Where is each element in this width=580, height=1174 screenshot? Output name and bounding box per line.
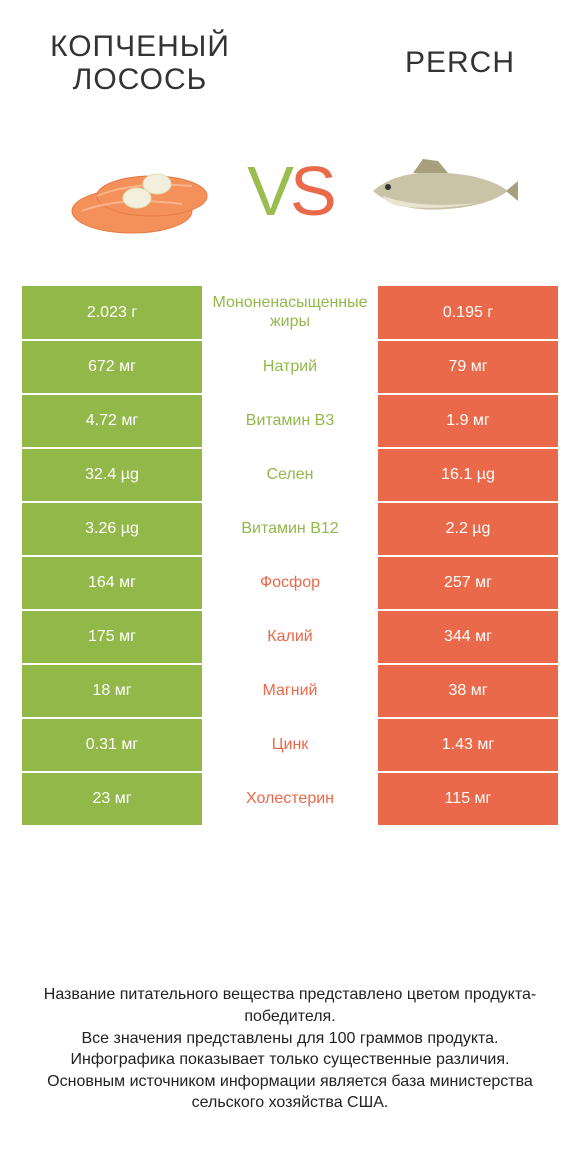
right-value: 344 мг bbox=[378, 610, 558, 664]
table-row: 18 мгМагний38 мг bbox=[22, 664, 558, 718]
header: Копченый лосось Perch bbox=[0, 0, 580, 106]
left-value: 32.4 µg bbox=[22, 448, 202, 502]
left-value: 672 мг bbox=[22, 340, 202, 394]
footer-line: Инфографика показывает только существенн… bbox=[24, 1049, 556, 1071]
right-value: 1.43 мг bbox=[378, 718, 558, 772]
left-value: 18 мг bbox=[22, 664, 202, 718]
right-value: 1.9 мг bbox=[378, 394, 558, 448]
left-value: 175 мг bbox=[22, 610, 202, 664]
left-value: 2.023 г bbox=[22, 286, 202, 340]
left-value: 4.72 мг bbox=[22, 394, 202, 448]
vs-letter-v: V bbox=[247, 152, 290, 230]
right-value: 16.1 µg bbox=[378, 448, 558, 502]
table-row: 0.31 мгЦинк1.43 мг bbox=[22, 718, 558, 772]
nutrition-table: 2.023 гМононенасыщенные жиры0.195 г672 м… bbox=[22, 286, 558, 827]
left-value: 3.26 µg bbox=[22, 502, 202, 556]
nutrient-label: Калий bbox=[202, 610, 378, 664]
perch-image bbox=[358, 136, 518, 246]
nutrient-label: Селен bbox=[202, 448, 378, 502]
left-value: 0.31 мг bbox=[22, 718, 202, 772]
vs-letter-s: S bbox=[290, 152, 333, 230]
nutrient-label: Витамин B3 bbox=[202, 394, 378, 448]
nutrient-label: Цинк bbox=[202, 718, 378, 772]
right-product-title: Perch bbox=[380, 46, 540, 80]
versus-row: VS bbox=[0, 106, 580, 286]
table-row: 2.023 гМононенасыщенные жиры0.195 г bbox=[22, 286, 558, 340]
right-value: 79 мг bbox=[378, 340, 558, 394]
table-row: 672 мгНатрий79 мг bbox=[22, 340, 558, 394]
right-value: 115 мг bbox=[378, 772, 558, 826]
nutrient-label: Витамин B12 bbox=[202, 502, 378, 556]
nutrient-label: Фосфор bbox=[202, 556, 378, 610]
table-row: 4.72 мгВитамин B31.9 мг bbox=[22, 394, 558, 448]
table-row: 32.4 µgСелен16.1 µg bbox=[22, 448, 558, 502]
footer-line: Основным источником информации является … bbox=[24, 1071, 556, 1114]
left-product-title: Копченый лосось bbox=[40, 30, 240, 96]
table-row: 23 мгХолестерин115 мг bbox=[22, 772, 558, 826]
table-row: 175 мгКалий344 мг bbox=[22, 610, 558, 664]
right-value: 0.195 г bbox=[378, 286, 558, 340]
right-value: 38 мг bbox=[378, 664, 558, 718]
left-value: 164 мг bbox=[22, 556, 202, 610]
nutrient-label: Натрий bbox=[202, 340, 378, 394]
nutrient-label: Холестерин bbox=[202, 772, 378, 826]
left-value: 23 мг bbox=[22, 772, 202, 826]
footer-line: Название питательного вещества представл… bbox=[24, 984, 556, 1027]
table-row: 3.26 µgВитамин B122.2 µg bbox=[22, 502, 558, 556]
footer-line: Все значения представлены для 100 граммо… bbox=[24, 1028, 556, 1050]
nutrient-label: Мононенасыщенные жиры bbox=[202, 286, 378, 340]
footer-notes: Название питательного вещества представл… bbox=[0, 954, 580, 1174]
salmon-image bbox=[62, 136, 222, 246]
table-row: 164 мгФосфор257 мг bbox=[22, 556, 558, 610]
vs-label: VS bbox=[247, 151, 332, 231]
right-value: 2.2 µg bbox=[378, 502, 558, 556]
right-value: 257 мг bbox=[378, 556, 558, 610]
nutrient-label: Магний bbox=[202, 664, 378, 718]
